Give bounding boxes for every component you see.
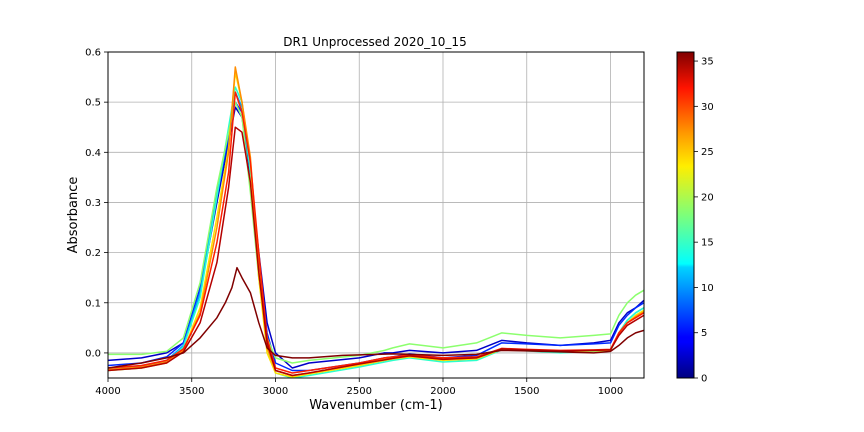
x-tick-label: 1000 — [598, 386, 623, 397]
colorbar-tick-label: 35 — [701, 57, 714, 68]
colorbar: 0 5 10 15 20 25 30 35 — [676, 51, 714, 385]
chart-title: DR1 Unprocessed 2020_10_15 — [283, 35, 466, 49]
series-group — [108, 66, 644, 378]
y-tick-label: 0.6 — [85, 48, 101, 59]
x-axis-ticks: 4000 3500 3000 2500 2000 1500 1000 — [95, 378, 623, 397]
x-tick-label: 1500 — [514, 386, 539, 397]
colorbar-tick-label: 10 — [701, 283, 714, 294]
series-line-19 — [108, 101, 644, 364]
y-tick-label: 0.4 — [85, 148, 101, 159]
x-tick-label: 2000 — [430, 386, 455, 397]
series-line-34 — [108, 126, 644, 377]
y-tick-label: 0.2 — [85, 248, 101, 259]
colorbar-ticks: 0 5 10 15 20 25 30 35 — [694, 57, 714, 385]
plot-area — [108, 66, 644, 378]
y-tick-label: 0.1 — [85, 298, 101, 309]
y-tick-label: 0.5 — [85, 98, 101, 109]
series-line-36 — [108, 266, 644, 369]
colorbar-tick-label: 20 — [701, 192, 714, 203]
y-tick-label: 0.3 — [85, 198, 101, 209]
x-axis-label: Wavenumber (cm-1) — [309, 398, 442, 413]
y-axis-label: Absorbance — [66, 177, 81, 254]
y-axis-ticks: 0.0 0.1 0.2 0.3 0.4 0.5 0.6 — [85, 48, 108, 359]
x-tick-label: 2500 — [347, 386, 372, 397]
colorbar-gradient — [676, 51, 695, 379]
colorbar-tick-label: 0 — [701, 374, 707, 385]
colorbar-tick-label: 15 — [701, 238, 714, 249]
x-tick-label: 3500 — [179, 386, 204, 397]
colorbar-tick-label: 25 — [701, 147, 714, 158]
x-tick-label: 3000 — [263, 386, 288, 397]
plot-frame — [107, 51, 645, 379]
x-tick-label: 4000 — [95, 386, 120, 397]
y-tick-label: 0.0 — [85, 348, 101, 359]
colorbar-tick-label: 5 — [701, 328, 707, 339]
colorbar-tick-label: 30 — [701, 102, 714, 113]
